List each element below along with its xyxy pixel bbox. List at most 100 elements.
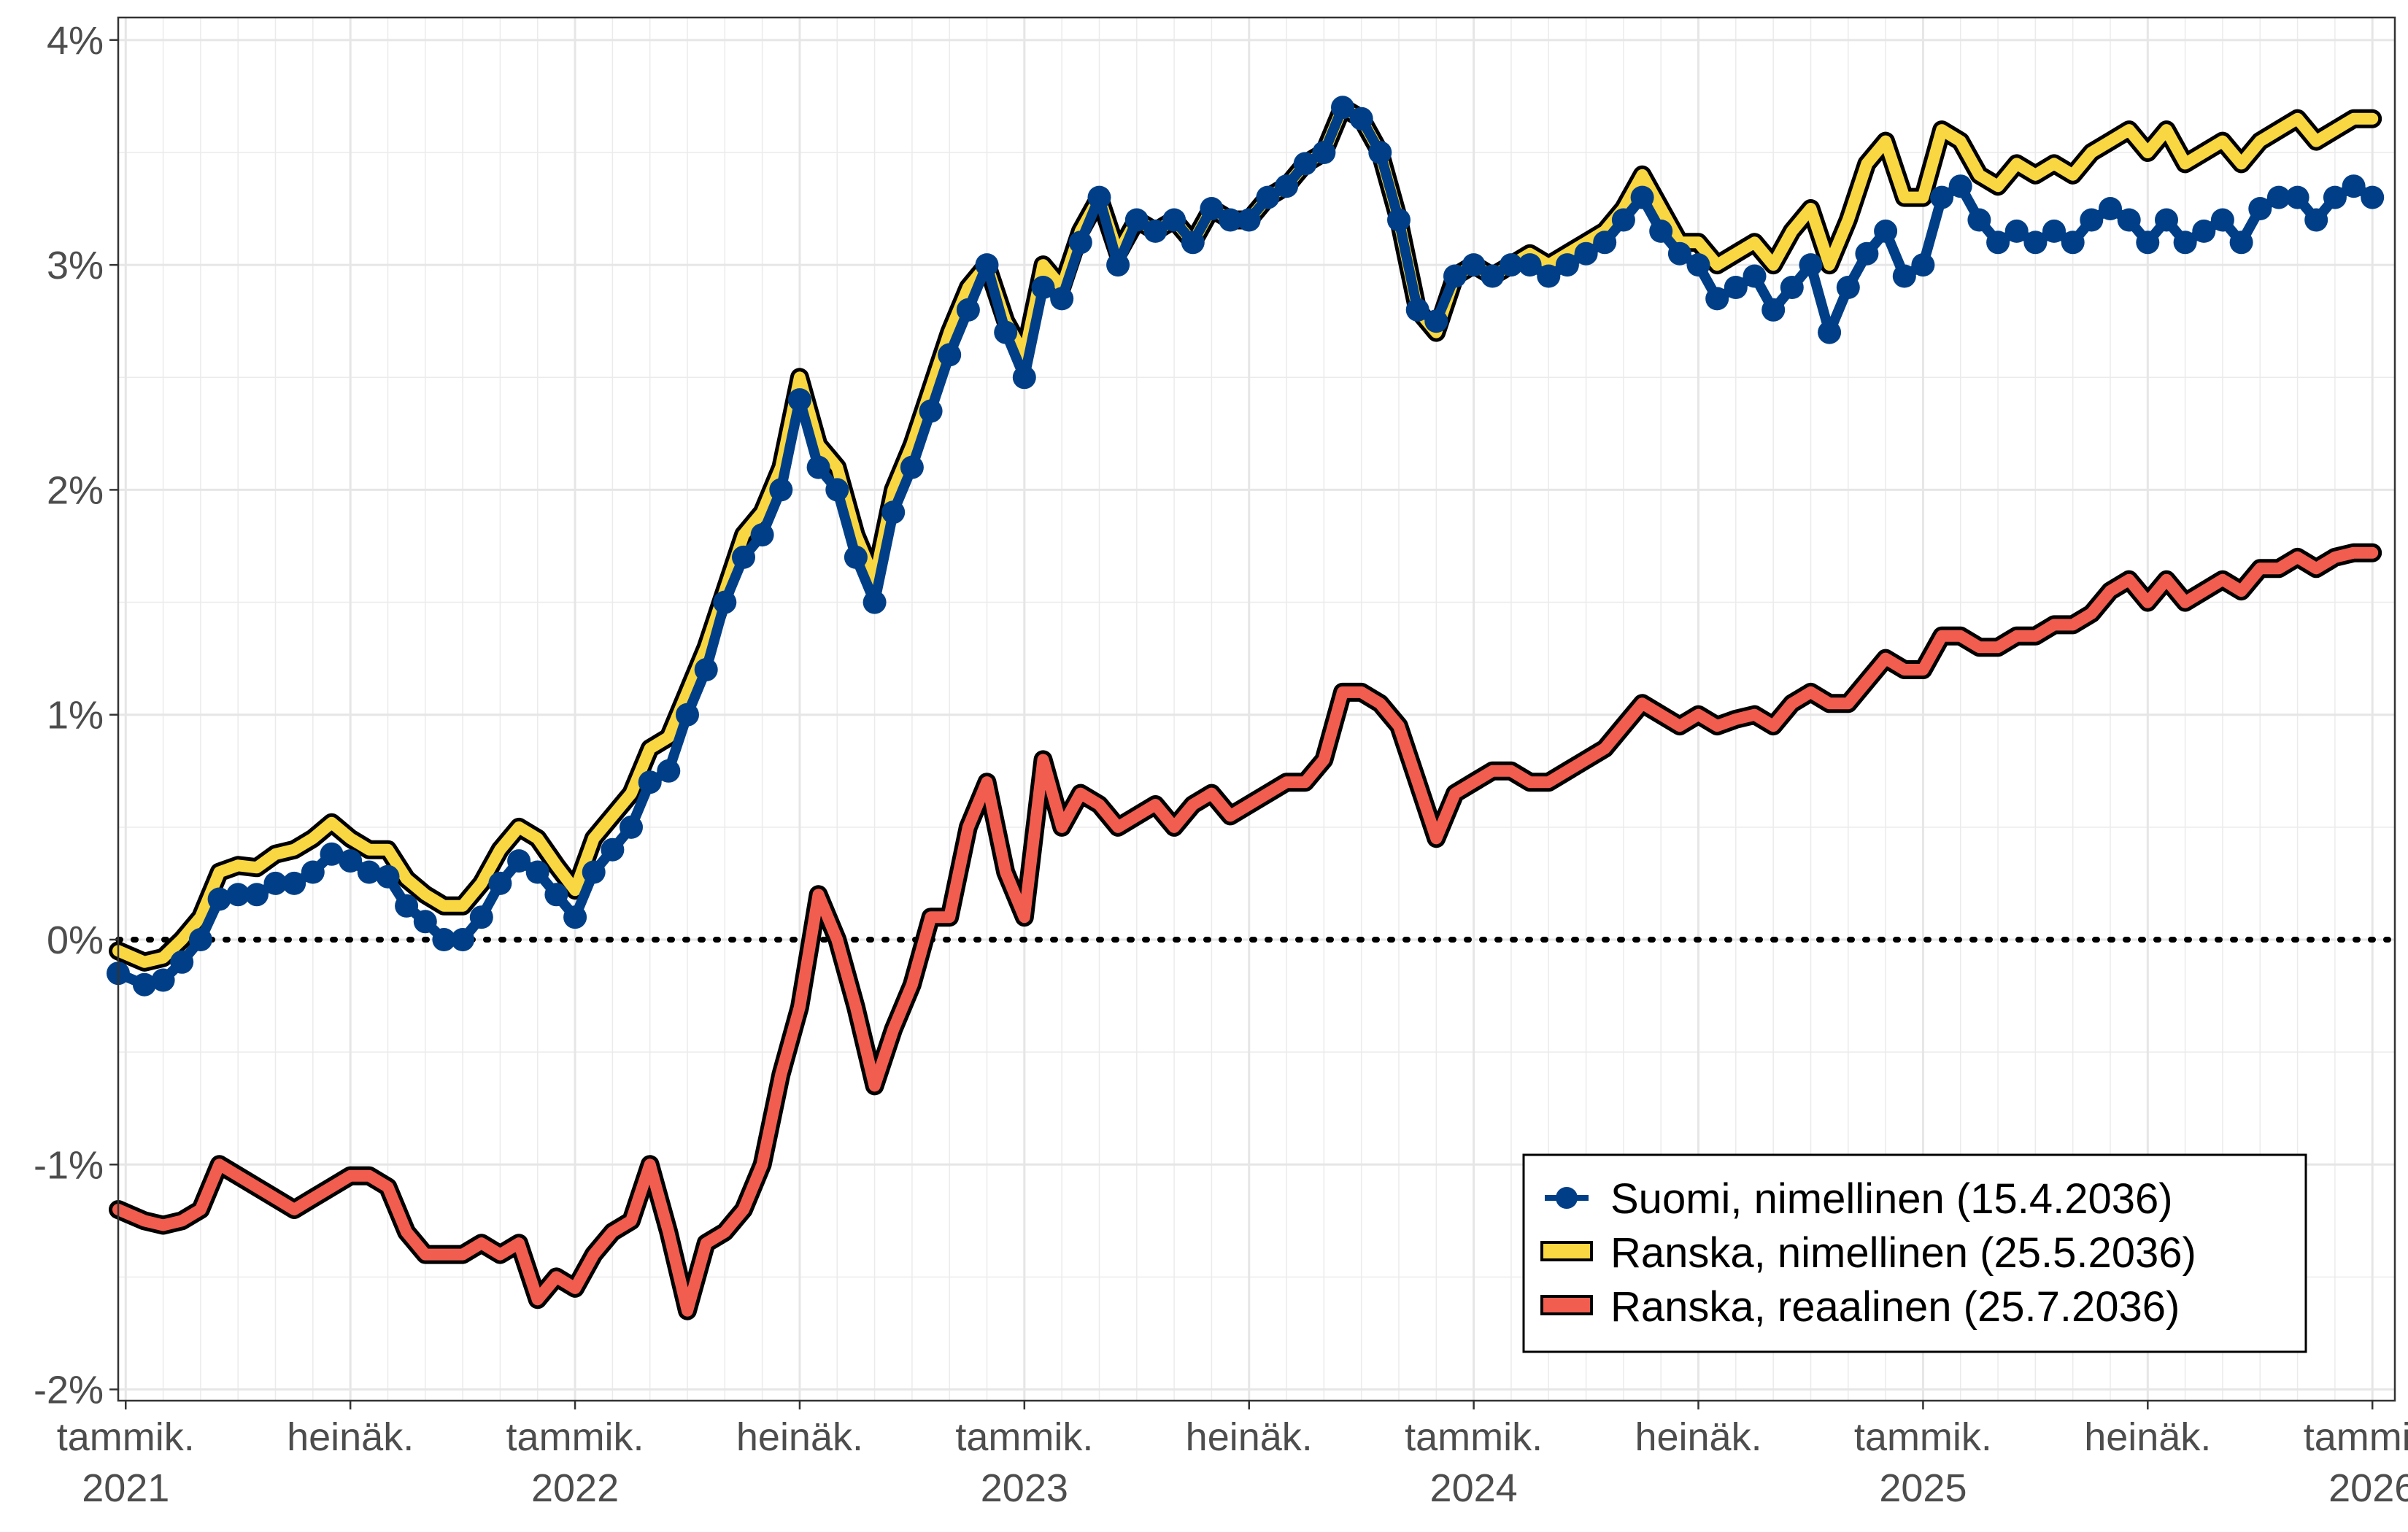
data-point-suomi (339, 849, 363, 873)
data-point-suomi (469, 905, 493, 929)
data-point-suomi (1555, 253, 1579, 277)
data-point-suomi (1237, 208, 1261, 232)
data-point-suomi (1518, 253, 1542, 277)
data-point-suomi (395, 894, 419, 918)
data-point-suomi (2266, 185, 2291, 209)
legend-box (1522, 1153, 2307, 1353)
legend-label-ranska-nominal: Ranska, nimellinen (25.5.2036) (1610, 1229, 2196, 1277)
data-point-suomi (451, 928, 475, 951)
data-point-suomi (1275, 174, 1299, 198)
data-point-suomi (694, 658, 718, 681)
data-point-suomi (244, 883, 269, 907)
y-tick-label: -1% (34, 1143, 104, 1187)
data-point-suomi (207, 887, 231, 911)
legend-label-suomi-nominal: Suomi, nimellinen (15.4.2036) (1610, 1175, 2173, 1223)
data-point-suomi (732, 545, 755, 569)
series-line-ranska_real (112, 546, 2379, 1317)
data-point-suomi (1855, 241, 1879, 266)
data-point-suomi (1649, 219, 1673, 243)
data-point-suomi (750, 523, 774, 547)
data-point-suomi (1443, 264, 1467, 288)
data-point-suomi (956, 298, 980, 322)
series-suomi_nominal (107, 96, 2385, 997)
data-point-suomi (938, 343, 962, 367)
data-point-suomi (1405, 298, 1429, 322)
data-point-suomi (1068, 231, 1092, 255)
data-point-suomi (1686, 253, 1710, 277)
x-tick-label: tammik. (2304, 1415, 2408, 1459)
data-point-suomi (1387, 208, 1411, 232)
data-point-suomi (2248, 197, 2272, 220)
data-point-suomi (1593, 231, 1617, 255)
data-point-suomi (881, 500, 906, 525)
data-point-suomi (1724, 276, 1748, 299)
data-point-suomi (919, 399, 943, 423)
data-point-suomi (151, 968, 175, 992)
x-tick-label: heinäk. (287, 1415, 414, 1459)
series-layer (107, 96, 2385, 1320)
data-point-suomi (1368, 141, 1392, 164)
data-point-suomi (1162, 208, 1186, 232)
data-point-suomi (769, 478, 793, 502)
data-point-suomi (320, 842, 344, 866)
data-point-suomi (488, 871, 512, 895)
data-point-suomi (226, 883, 250, 907)
data-point-suomi (1481, 264, 1505, 288)
x-tick-year-label: 2022 (531, 1466, 619, 1510)
x-tick-year-label: 2023 (981, 1466, 1068, 1510)
data-point-suomi (1705, 287, 1729, 311)
data-point-suomi (1799, 253, 1823, 277)
data-point-suomi (544, 883, 568, 907)
data-point-suomi (188, 928, 212, 951)
data-point-suomi (1012, 365, 1036, 390)
legend-key-suomi-point (1556, 1187, 1578, 1209)
data-point-suomi (2099, 197, 2122, 220)
data-point-suomi (282, 871, 306, 895)
legend-entry-ranska-real: Ranska, reaalinen (25.7.2036) (1540, 1283, 2180, 1331)
x-tick-label: tammik. (1405, 1415, 1543, 1459)
x-axis: tammik. 2021 heinäk. tammik. 2022 heinäk. tamm… (57, 1401, 2408, 1510)
data-point-suomi (638, 770, 662, 794)
data-point-suomi (1331, 96, 1354, 120)
data-point-suomi (301, 860, 325, 884)
data-point-suomi (1143, 219, 1168, 243)
data-point-suomi (376, 864, 400, 889)
data-point-suomi (2061, 231, 2085, 255)
x-tick-year-label: 2025 (1879, 1466, 1967, 1510)
data-point-suomi (1743, 264, 1767, 288)
data-point-suomi (2323, 185, 2347, 209)
data-point-suomi (2342, 174, 2366, 198)
data-point-suomi (1087, 185, 1111, 209)
data-point-suomi (2361, 185, 2385, 209)
data-point-suomi (1031, 276, 1055, 299)
plot-panel-border (117, 16, 2396, 1402)
data-point-suomi (676, 703, 699, 727)
data-point-suomi (2285, 185, 2309, 209)
data-point-suomi (1874, 219, 1898, 243)
data-point-suomi (1967, 208, 1991, 232)
legend-key-ranska-nominal (1540, 1241, 1593, 1261)
data-point-suomi (507, 849, 531, 873)
data-point-suomi (2155, 208, 2178, 232)
data-point-suomi (413, 910, 437, 934)
data-point-suomi (525, 860, 549, 884)
data-point-suomi (900, 455, 924, 479)
x-tick-label: tammik. (955, 1415, 1093, 1459)
y-axis: -2% -1% 0% 1% 2% 3% 4% (34, 19, 118, 1412)
legend-label-ranska-real: Ranska, reaalinen (25.7.2036) (1610, 1283, 2180, 1331)
data-point-suomi (806, 455, 830, 479)
data-point-suomi (1948, 174, 1972, 198)
data-point-suomi (2023, 231, 2048, 255)
data-point-suomi (2229, 231, 2253, 255)
y-tick-label: 0% (47, 918, 104, 962)
data-point-suomi (2304, 208, 2328, 232)
data-point-suomi (994, 320, 1018, 344)
data-point-suomi (844, 545, 868, 569)
data-point-suomi (132, 972, 156, 997)
data-point-suomi (2173, 231, 2197, 255)
data-point-suomi (2210, 208, 2234, 232)
data-point-suomi (1050, 287, 1074, 311)
data-point-suomi (787, 388, 811, 412)
data-point-suomi (2117, 208, 2141, 232)
